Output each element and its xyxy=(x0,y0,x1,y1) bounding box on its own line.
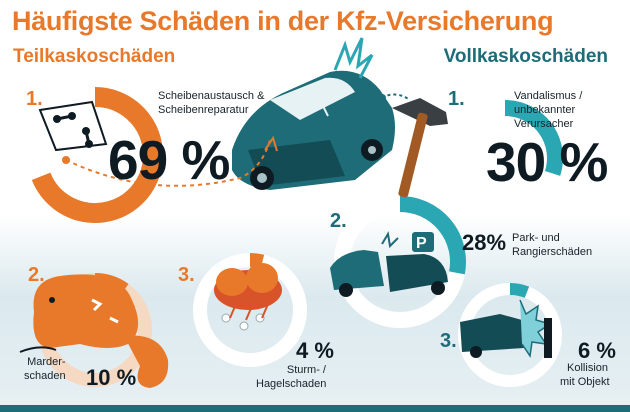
value-teilkasko-2: 10 % xyxy=(86,365,137,390)
rank-teilkasko-3: 3. xyxy=(178,264,195,286)
value-teilkasko-3: 4 % xyxy=(296,338,334,363)
donut-arc-parking-crash xyxy=(399,196,466,275)
rank-vollkasko-3: 3. xyxy=(440,330,457,352)
damaged-car-icon xyxy=(232,37,395,190)
arrow-head-icon xyxy=(264,135,278,152)
label-vollkasko-2: Park- und Rangierschäden xyxy=(512,232,592,260)
label-teilkasko-3: Sturm- / Hagelschaden xyxy=(256,364,326,392)
svg-text:P: P xyxy=(416,235,427,252)
label-teilkasko-2: Marder- schaden xyxy=(24,356,66,384)
value-vollkasko-1: 30 % xyxy=(486,131,608,193)
marten-icon xyxy=(19,274,169,388)
car-collision-icon xyxy=(460,299,552,359)
parking-crash-icon: P xyxy=(330,231,448,297)
hammer-icon xyxy=(392,98,448,198)
value-teilkasko-1: 69 % xyxy=(108,129,230,191)
label-line: Scheibenaustausch & xyxy=(158,90,265,102)
hail-cloud-icon xyxy=(214,263,282,331)
label-vollkasko-1: Vandalismus / unbekannter Verursacher xyxy=(514,90,582,131)
rank-teilkasko-1: 1. xyxy=(26,88,43,110)
label-teilkasko-1: Scheibenaustausch & Scheibenreparatur xyxy=(158,90,264,118)
connector-line-left xyxy=(65,139,271,187)
label-line: schaden xyxy=(24,369,66,382)
footer-bar xyxy=(0,405,630,412)
label-line: Vandalismus / xyxy=(514,90,583,102)
windshield-icon xyxy=(38,100,108,152)
label-line: unbekannter xyxy=(514,103,576,116)
label-line: Verursacher xyxy=(514,117,574,130)
label-line: Kollision xyxy=(567,362,608,374)
label-line: Scheibenreparatur xyxy=(158,103,249,116)
page-title: Häufigste Schäden in der Kfz-Versicherun… xyxy=(12,6,554,36)
rank-vollkasko-2: 2. xyxy=(330,210,347,232)
label-vollkasko-3: Kollision mit Objekt xyxy=(560,362,610,390)
donut-arc-hammer xyxy=(504,100,563,176)
label-line: Rangierschäden xyxy=(512,245,593,258)
connector-line-right xyxy=(381,93,411,101)
label-line: Park- und xyxy=(512,232,560,244)
teilkasko-heading: Teilkaskoschäden xyxy=(13,46,176,67)
donut-arc-hail-cloud xyxy=(249,253,265,269)
value-vollkasko-3: 6 % xyxy=(578,338,616,363)
label-line: Marder- xyxy=(27,356,66,368)
label-line: Hagelschaden xyxy=(256,377,327,390)
label-line: mit Objekt xyxy=(560,375,610,388)
vollkasko-heading: Vollkaskoschäden xyxy=(443,46,608,67)
donut-arc-car-collision xyxy=(509,283,530,298)
label-line: Sturm- / xyxy=(286,364,326,376)
value-vollkasko-2: 28% xyxy=(462,230,507,255)
rank-teilkasko-2: 2. xyxy=(28,264,45,286)
donut-arc-windshield xyxy=(31,87,163,223)
rank-vollkasko-1: 1. xyxy=(448,88,465,110)
